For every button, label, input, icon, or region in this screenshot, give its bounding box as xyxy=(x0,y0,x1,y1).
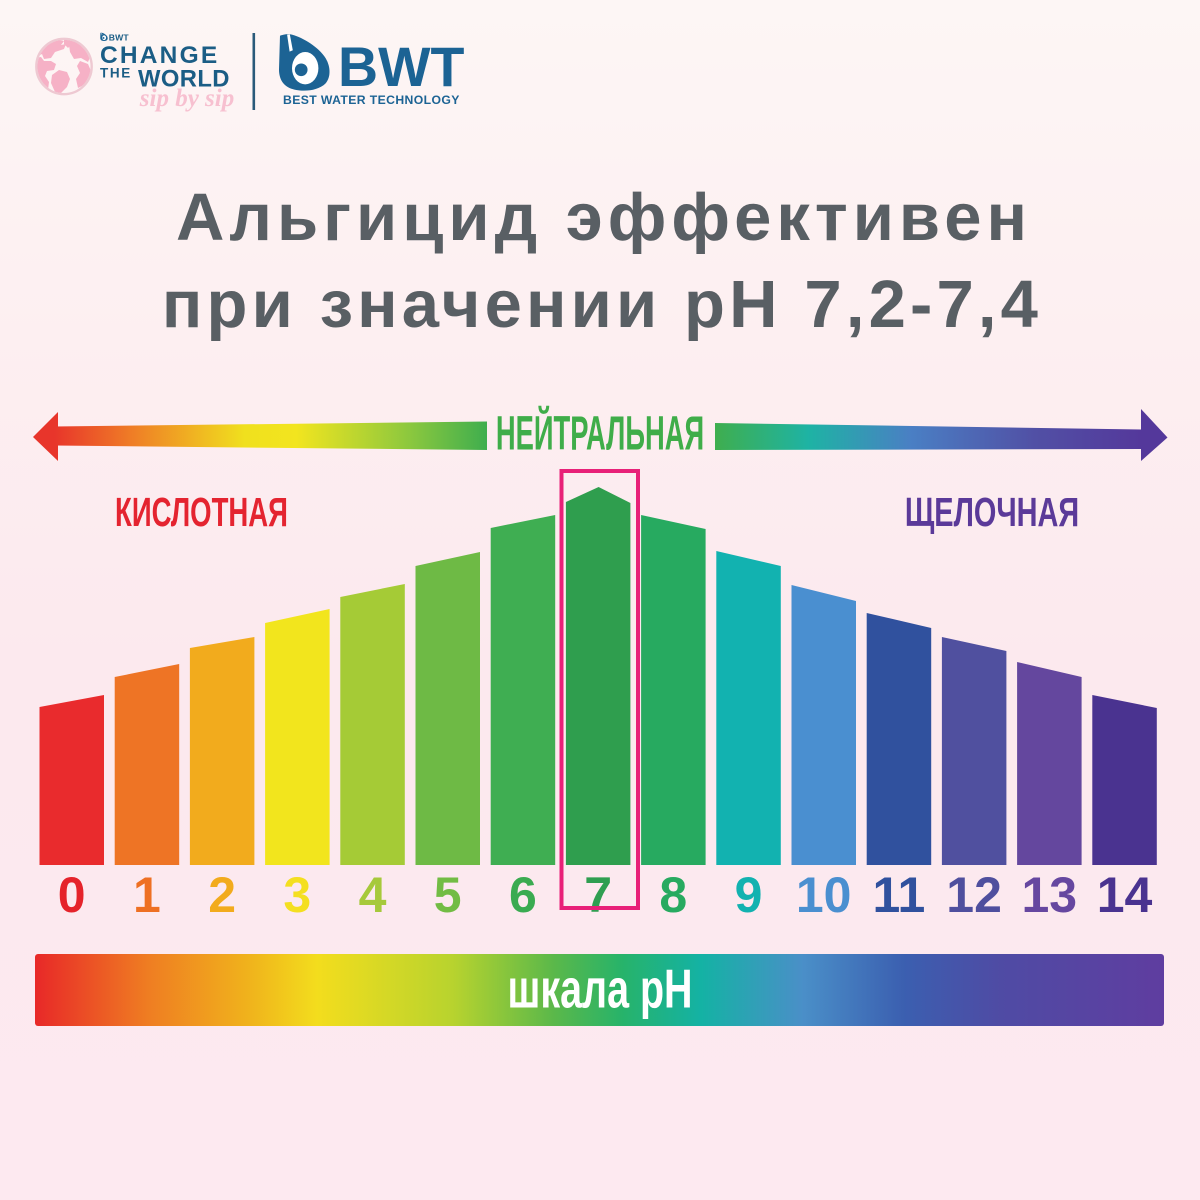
svg-text:11: 11 xyxy=(872,867,925,923)
svg-text:BEST WATER TECHNOLOGY: BEST WATER TECHNOLOGY xyxy=(283,93,460,107)
svg-text:7: 7 xyxy=(584,867,612,923)
svg-text:4: 4 xyxy=(359,867,387,923)
svg-text:6: 6 xyxy=(509,867,537,923)
svg-text:13: 13 xyxy=(1021,867,1077,923)
svg-text:шкала pH: шкала pH xyxy=(507,959,692,1020)
svg-text:BWT: BWT xyxy=(109,32,130,42)
svg-text:14: 14 xyxy=(1097,867,1153,923)
svg-text:при значении pH 7,2-7,4: при значении pH 7,2-7,4 xyxy=(162,267,1042,342)
svg-text:2: 2 xyxy=(208,867,236,923)
svg-text:1: 1 xyxy=(133,867,161,923)
svg-text:ЩЕЛОЧНАЯ: ЩЕЛОЧНАЯ xyxy=(905,489,1079,535)
svg-text:sip by sip: sip by sip xyxy=(139,85,234,112)
svg-text:CHANGE: CHANGE xyxy=(100,42,219,69)
svg-text:КИСЛОТНАЯ: КИСЛОТНАЯ xyxy=(115,490,288,536)
svg-text:12: 12 xyxy=(946,867,1002,923)
svg-text:5: 5 xyxy=(434,867,462,923)
svg-text:НЕЙТРАЛЬНАЯ: НЕЙТРАЛЬНАЯ xyxy=(496,405,704,460)
svg-text:10: 10 xyxy=(796,867,852,923)
svg-text:WORLD: WORLD xyxy=(138,66,230,93)
svg-text:THE: THE xyxy=(100,66,132,81)
svg-text:BWT: BWT xyxy=(338,36,464,98)
svg-text:0: 0 xyxy=(58,867,86,923)
svg-text:Альгицид эффективен: Альгицид эффективен xyxy=(176,180,1032,255)
svg-text:9: 9 xyxy=(735,867,763,923)
svg-text:8: 8 xyxy=(659,867,687,923)
svg-text:3: 3 xyxy=(283,867,311,923)
